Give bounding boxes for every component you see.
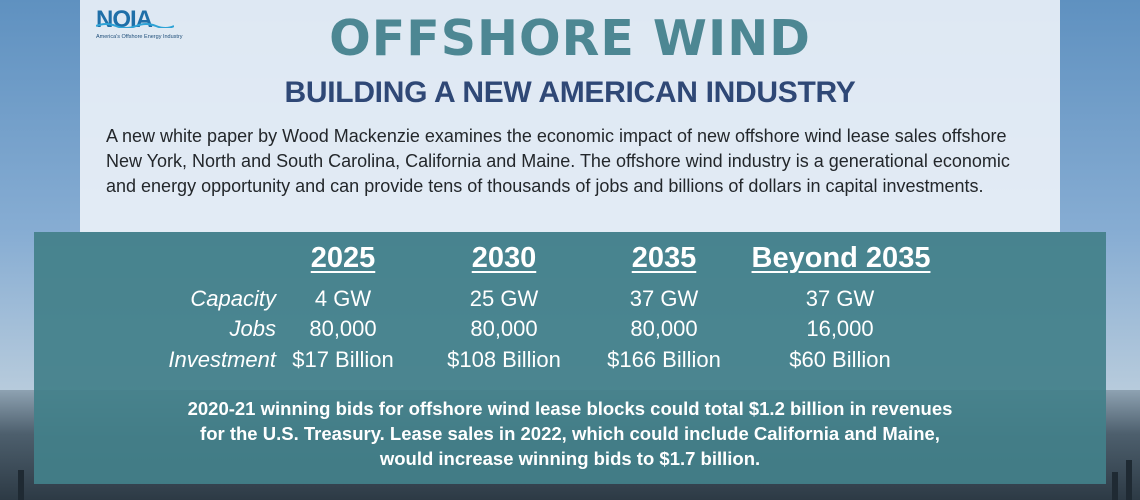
table-cell: 80,000 [470, 316, 538, 341]
table-cell: 4 GW [314, 286, 372, 311]
table-cell: $17 Billion [292, 347, 394, 372]
footer-line: for the U.S. Treasury. Lease sales in 20… [200, 423, 940, 444]
intro-paragraph: A new white paper by Wood Mackenzie exam… [106, 126, 1010, 196]
table-cell: 80,000 [309, 316, 377, 341]
footer-line: would increase winning bids to $1.7 bill… [379, 448, 761, 469]
row-label-investment: Investment [168, 347, 276, 372]
footer-line: 2020-21 winning bids for offshore wind l… [187, 398, 953, 419]
logo-tagline: America's Offshore Energy Industry [96, 34, 183, 40]
pier-post [1126, 460, 1132, 500]
wave-icon [96, 23, 174, 28]
noia-logo: NOIA America's Offshore Energy Industry [96, 8, 186, 44]
column-header-2035: 2035 [631, 242, 697, 274]
header-panel [80, 0, 1060, 232]
row-label-capacity: Capacity [190, 286, 276, 311]
page-subtitle: BUILDING A NEW AMERICAN INDUSTRY [284, 76, 856, 109]
page-title: OFFSHORE WIND [329, 10, 811, 67]
table-cell: $166 Billion [607, 347, 721, 372]
table-cell: 37 GW [805, 286, 875, 311]
row-label-jobs: Jobs [229, 316, 276, 341]
table-cell: $60 Billion [789, 347, 891, 372]
table-cell: 80,000 [630, 316, 698, 341]
table-cell: $108 Billion [447, 347, 561, 372]
footer-note: 2020-21 winning bids for offshore wind l… [90, 396, 1050, 471]
pier-post [1112, 472, 1118, 500]
column-header-2030: 2030 [471, 242, 537, 274]
column-header-beyond-2035: Beyond 2035 [751, 242, 931, 274]
column-header-2025: 2025 [310, 242, 376, 274]
table-cell: 37 GW [629, 286, 699, 311]
table-cell: 25 GW [469, 286, 539, 311]
table-cell: 16,000 [806, 316, 874, 341]
pier-post [18, 470, 24, 500]
forecast-table-panel [34, 232, 1106, 484]
